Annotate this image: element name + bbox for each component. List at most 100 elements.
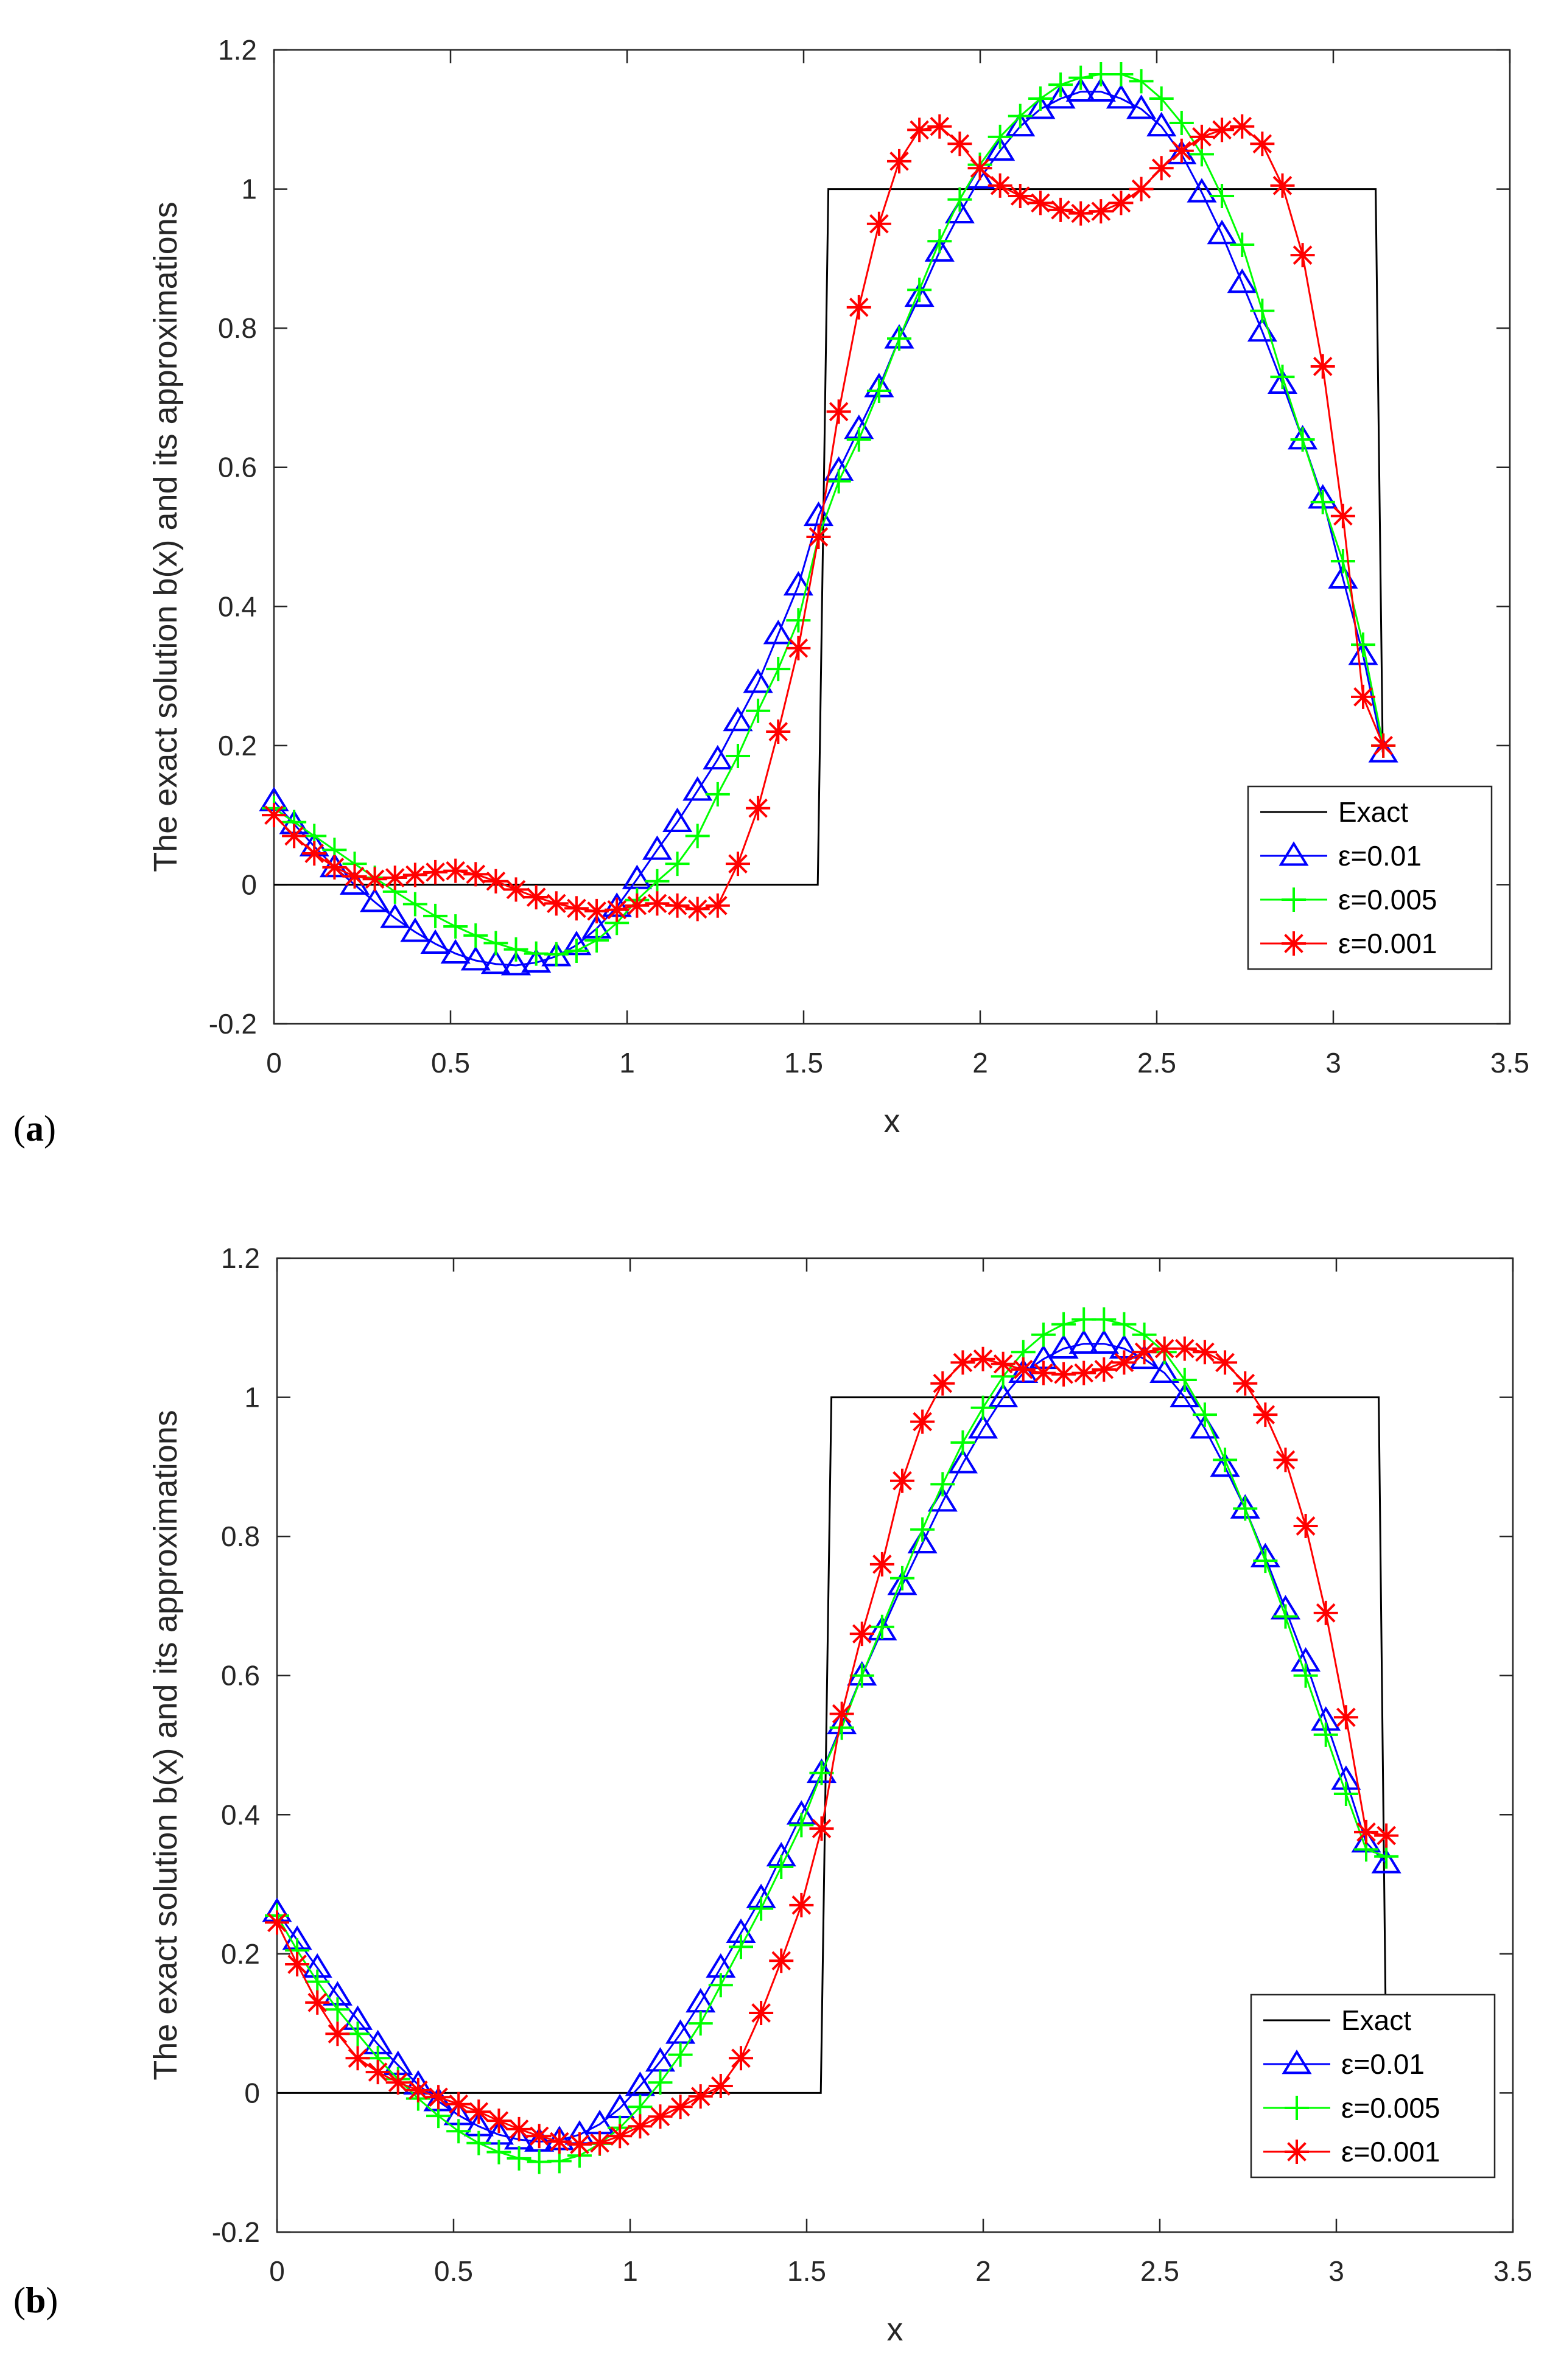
data-point-triangle — [642, 835, 673, 860]
data-point-plus — [890, 1566, 915, 1591]
data-point-plus — [1313, 1722, 1338, 1747]
x-tick-label: 1.5 — [787, 2255, 826, 2287]
y-tick-label: 0 — [241, 869, 257, 900]
data-point-triangle — [967, 1414, 998, 1439]
legend-label: ε=0.001 — [1341, 2136, 1440, 2168]
data-point-star — [486, 2109, 511, 2133]
y-axis-label: The exact solution b(x) and its approxim… — [147, 1410, 184, 2081]
series-plus — [262, 62, 1396, 967]
data-point-star — [362, 867, 387, 892]
data-point-star — [342, 864, 367, 889]
data-point-star — [1253, 1402, 1278, 1427]
data-point-star — [769, 1948, 794, 1973]
data-point-star — [262, 803, 286, 828]
data-point-star — [382, 866, 407, 890]
data-point-star — [1354, 1819, 1379, 1844]
data-point-star — [503, 877, 528, 902]
y-tick-label: 0 — [244, 2077, 260, 2109]
data-point-triangle — [360, 887, 390, 912]
data-point-star — [1172, 1336, 1197, 1361]
y-tick-label: 0.4 — [221, 1799, 260, 1830]
data-point-triangle — [1371, 1849, 1401, 1874]
data-point-plus — [866, 379, 891, 403]
legend-marker — [1282, 887, 1306, 912]
data-point-plus — [849, 1663, 874, 1688]
data-point-triangle — [1005, 111, 1036, 137]
data-point-star — [1330, 503, 1355, 528]
panel-label-a: (a) — [13, 1108, 56, 1149]
data-point-plus — [483, 931, 508, 956]
data-point-triangle — [500, 951, 531, 976]
x-tick-label: 3.5 — [1493, 2255, 1532, 2287]
data-point-star — [1129, 177, 1154, 201]
data-point-triangle — [907, 1528, 938, 1553]
data-point-star — [1374, 1823, 1399, 1848]
data-point-star — [302, 841, 327, 866]
data-point-plus — [1051, 1312, 1076, 1337]
data-point-plus — [846, 427, 871, 452]
data-point-star — [829, 1701, 854, 1726]
data-point-plus — [789, 1813, 814, 1838]
data-point-star — [282, 824, 307, 849]
data-point-triangle — [682, 776, 713, 801]
data-point-plus — [1129, 69, 1154, 94]
data-point-star — [688, 2084, 713, 2109]
data-point-star — [887, 149, 912, 173]
data-point-star — [1112, 1350, 1137, 1375]
data-point-plus — [507, 2146, 531, 2171]
data-point-plus — [786, 608, 811, 633]
data-point-star — [588, 2130, 612, 2155]
data-point-star — [947, 131, 972, 156]
x-tick-label: 1 — [619, 1047, 635, 1079]
data-point-plus — [668, 2042, 693, 2067]
data-point-star — [1293, 1514, 1318, 1538]
data-point-plus — [665, 852, 690, 877]
y-tick-label: 0.2 — [221, 1938, 260, 1970]
data-point-plus — [648, 2070, 673, 2095]
data-point-triangle — [1267, 369, 1298, 394]
data-point-plus — [584, 928, 609, 953]
data-point-triangle — [1146, 111, 1177, 137]
data-point-plus — [325, 1997, 350, 2022]
data-point-triangle — [460, 946, 491, 971]
data-point-star — [991, 1351, 1016, 1376]
data-point-triangle — [420, 929, 451, 954]
panel-label-b-letter: b — [25, 2280, 46, 2320]
data-point-plus — [685, 824, 710, 849]
data-point-star — [1192, 1340, 1217, 1365]
data-point-star — [1189, 124, 1214, 149]
data-point-triangle — [947, 1449, 978, 1474]
legend-marker — [1282, 2049, 1312, 2074]
x-tick-label: 2 — [972, 1047, 988, 1079]
data-point-plus — [305, 1969, 330, 1994]
data-point-plus — [950, 1430, 975, 1455]
data-point-star — [385, 2070, 410, 2095]
y-tick-label: 0.2 — [218, 730, 257, 761]
data-point-star — [786, 635, 811, 660]
data-point-star — [1152, 1336, 1177, 1361]
data-point-plus — [1092, 1307, 1117, 1332]
chart-b: 0 0.5 1 1.5 2 2.5 3 3.5 -0.2 0 0.2 0.4 0.6 0.8 1 1.2 x Th… — [147, 1242, 1532, 2348]
data-point-star — [1149, 156, 1174, 181]
data-point-plus — [1068, 65, 1093, 90]
x-axis-label: x — [887, 2311, 903, 2348]
data-point-plus — [1273, 1604, 1298, 1629]
data-point-star — [1028, 191, 1053, 215]
data-point-star — [322, 855, 347, 880]
data-point-triangle — [1348, 640, 1378, 665]
x-tick-label: 3 — [1325, 1047, 1341, 1079]
data-point-star — [423, 859, 448, 884]
x-tick-label: 3 — [1328, 2255, 1344, 2287]
data-point-star — [507, 2116, 531, 2141]
x-tick-label: 0 — [269, 2255, 285, 2287]
y-tick-label: -0.2 — [209, 1008, 257, 1040]
data-point-star — [987, 173, 1012, 198]
x-tick-label: 2.5 — [1137, 1047, 1176, 1079]
data-point-star — [1371, 733, 1396, 758]
data-point-star — [564, 896, 589, 921]
data-point-plus — [1230, 233, 1255, 257]
x-tick-label: 2.5 — [1140, 2255, 1179, 2287]
y-tick-label: -0.2 — [212, 2216, 260, 2248]
data-point-plus — [1149, 86, 1174, 111]
series-line-plus — [276, 1318, 1387, 2163]
